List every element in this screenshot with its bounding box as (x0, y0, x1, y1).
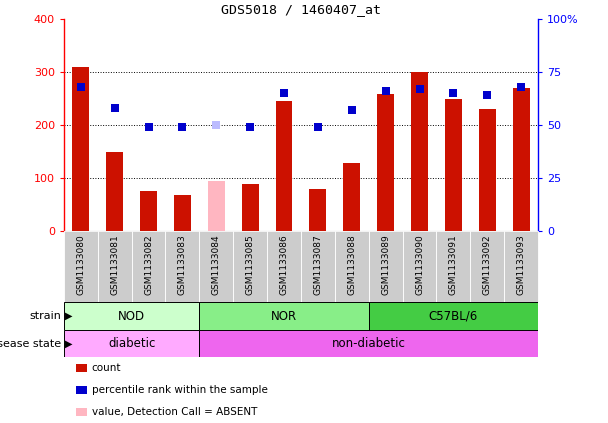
Bar (208, 181, 225, 231)
Text: percentile rank within the sample: percentile rank within the sample (92, 385, 268, 395)
Bar (411, 72, 428, 231)
Text: GSM1133080: GSM1133080 (76, 234, 85, 295)
Bar (98, 231, 131, 302)
Bar (199, 231, 233, 302)
Text: ▶: ▶ (65, 339, 72, 349)
Text: value, Detection Call = ABSENT: value, Detection Call = ABSENT (92, 407, 257, 417)
Bar (301, 231, 335, 302)
Text: GSM1133088: GSM1133088 (347, 234, 356, 295)
Text: GSM1133083: GSM1133083 (178, 234, 187, 295)
Bar (131, 231, 165, 302)
Bar (445, 99, 462, 231)
Bar (72, 67, 89, 231)
Text: count: count (92, 363, 122, 373)
Bar (437, 231, 471, 302)
Text: GSM1133089: GSM1133089 (381, 234, 390, 295)
Bar (344, 163, 360, 231)
Bar (199, 330, 538, 357)
Bar (402, 231, 437, 302)
Text: non-diabetic: non-diabetic (332, 337, 406, 350)
Bar (368, 302, 538, 330)
Text: NOR: NOR (271, 310, 297, 323)
Text: GSM1133084: GSM1133084 (212, 234, 221, 295)
Text: strain: strain (29, 311, 61, 321)
Text: GSM1133082: GSM1133082 (144, 234, 153, 295)
Bar (64, 330, 199, 357)
Text: diabetic: diabetic (108, 337, 155, 350)
Text: disease state: disease state (0, 339, 61, 349)
Bar (479, 109, 496, 231)
Bar (174, 195, 191, 231)
Title: GDS5018 / 1460407_at: GDS5018 / 1460407_at (221, 3, 381, 16)
Text: GSM1133092: GSM1133092 (483, 234, 492, 295)
Bar (513, 88, 530, 231)
Text: GSM1133093: GSM1133093 (517, 234, 526, 295)
Bar (267, 231, 301, 302)
Bar (377, 94, 394, 231)
Text: GSM1133090: GSM1133090 (415, 234, 424, 295)
Text: GSM1133081: GSM1133081 (110, 234, 119, 295)
Bar (64, 302, 199, 330)
Text: GSM1133086: GSM1133086 (280, 234, 289, 295)
Bar (335, 231, 368, 302)
Bar (471, 231, 504, 302)
Bar (199, 302, 368, 330)
Bar (106, 152, 123, 231)
Bar (275, 101, 292, 231)
Text: GSM1133085: GSM1133085 (246, 234, 255, 295)
Bar (233, 231, 267, 302)
Text: ▶: ▶ (65, 311, 72, 321)
Text: C57BL/6: C57BL/6 (429, 310, 478, 323)
Bar (140, 191, 157, 231)
Bar (504, 231, 538, 302)
Bar (309, 190, 326, 231)
Bar (165, 231, 199, 302)
Bar (241, 184, 258, 231)
Text: NOD: NOD (118, 310, 145, 323)
Bar (64, 231, 98, 302)
Text: GSM1133087: GSM1133087 (313, 234, 322, 295)
Bar (368, 231, 402, 302)
Text: GSM1133091: GSM1133091 (449, 234, 458, 295)
